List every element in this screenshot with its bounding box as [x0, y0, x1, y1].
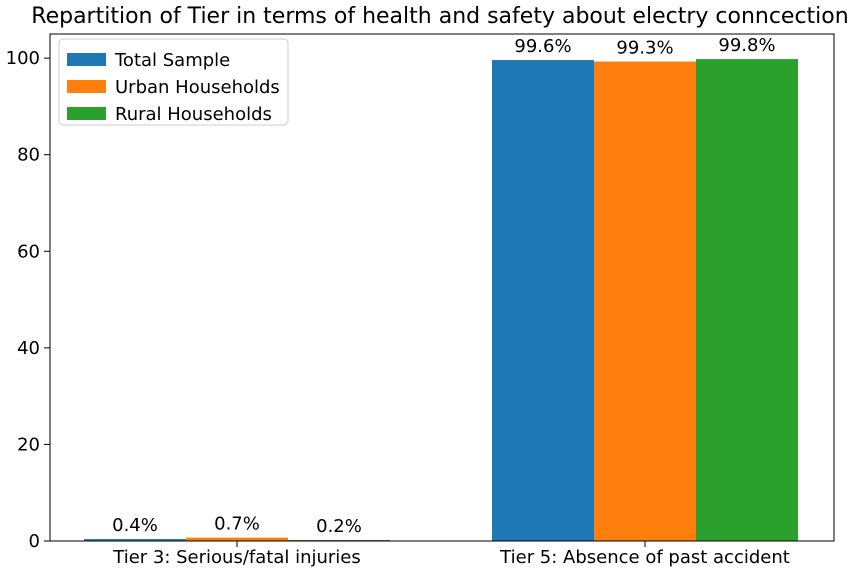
x-tick-label: Tier 5: Absence of past accident [499, 547, 790, 568]
y-tick-label: 40 [17, 338, 40, 359]
y-tick-label: 0 [29, 531, 40, 552]
bar [492, 60, 594, 542]
data-label: 0.4% [112, 515, 158, 536]
chart-title: Repartition of Tier in terms of health a… [31, 4, 848, 29]
plot-area: 0 20 40 60 80 100 0.4% 99.6% 0.7% 99.3% 0.2% 99.8% T… [6, 33, 835, 568]
bar [594, 61, 696, 541]
bar [84, 539, 186, 541]
bar [186, 537, 288, 541]
axes-frame [49, 33, 835, 542]
y-tick-label: 60 [17, 241, 40, 262]
legend-box [58, 38, 289, 126]
legend-label: Total Sample [114, 50, 230, 71]
data-label: 99.8% [718, 35, 775, 56]
data-label: 0.7% [214, 514, 260, 535]
legend-label: Urban Households [115, 77, 280, 98]
data-label: 0.2% [316, 516, 362, 537]
legend-label: Rural Households [115, 104, 272, 125]
legend-swatch [67, 53, 106, 66]
y-tick-label: 100 [6, 48, 40, 69]
y-tick-label: 80 [17, 145, 40, 166]
y-tick-label: 20 [17, 434, 40, 455]
legend-swatch [67, 80, 106, 93]
legend-swatch [67, 107, 106, 120]
bar [696, 59, 798, 541]
x-tick-label: Tier 3: Serious/fatal injuries [112, 547, 361, 568]
data-label: 99.3% [616, 38, 673, 59]
data-label: 99.6% [514, 36, 571, 57]
